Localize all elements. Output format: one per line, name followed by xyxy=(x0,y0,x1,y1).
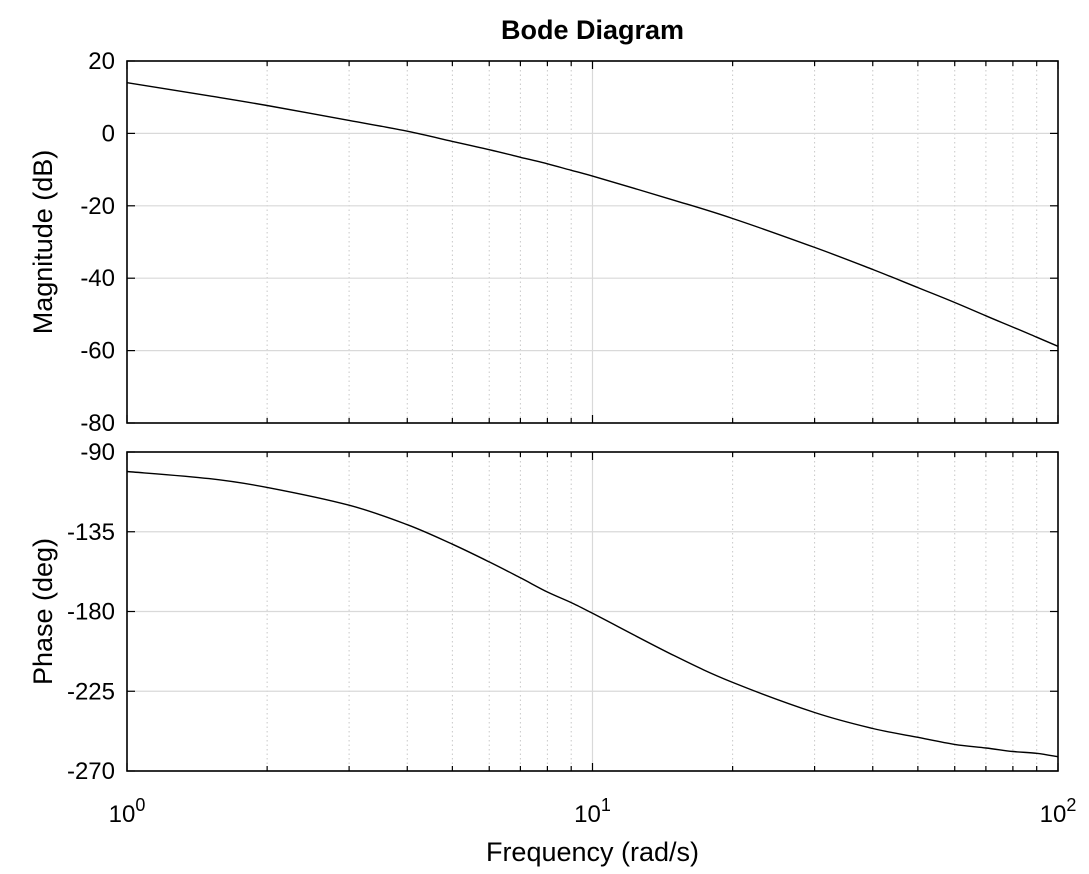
magnitude-y-tick-label: -80 xyxy=(80,410,115,437)
phase-y-tick-labels: -90 -135 -180 -225 -270 xyxy=(67,439,115,785)
phase-curve xyxy=(126,470,1059,758)
phase-y-axis-label: Phase (deg) xyxy=(28,538,58,685)
x-tick-label: 100 xyxy=(109,795,146,828)
phase-y-tick-label: -270 xyxy=(67,758,115,785)
phase-panel: -90 -135 -180 -225 -270 Phase (deg) xyxy=(28,439,1059,785)
x-tick-label: 101 xyxy=(574,795,611,828)
magnitude-y-tick-label: 20 xyxy=(88,48,115,75)
magnitude-grid xyxy=(126,60,1059,424)
phase-grid xyxy=(126,451,1059,772)
magnitude-curve xyxy=(126,82,1059,347)
phase-y-tick-label: -180 xyxy=(67,599,115,626)
phase-y-tick-label: -225 xyxy=(67,678,115,705)
magnitude-axes-frame xyxy=(126,60,1059,424)
chart-title: Bode Diagram xyxy=(501,15,684,45)
magnitude-panel: 20 0 -20 -40 -60 -80 Magnitude (dB) xyxy=(28,48,1059,437)
phase-y-tick-label: -90 xyxy=(80,439,115,466)
magnitude-y-tick-labels: 20 0 -20 -40 -60 -80 xyxy=(80,48,115,437)
magnitude-y-tick-label: -40 xyxy=(80,265,115,292)
x-axis-label: Frequency (rad/s) xyxy=(486,837,699,867)
x-tick-label: 102 xyxy=(1040,795,1077,828)
magnitude-y-tick-label: -20 xyxy=(80,193,115,220)
magnitude-y-tick-label: 0 xyxy=(102,120,115,147)
magnitude-y-axis-label: Magnitude (dB) xyxy=(28,150,58,335)
magnitude-y-tick-label: -60 xyxy=(80,338,115,365)
phase-y-tick-label: -135 xyxy=(67,519,115,546)
x-tick-labels: 100 101 102 xyxy=(109,795,1077,828)
phase-axes-frame xyxy=(126,451,1059,772)
